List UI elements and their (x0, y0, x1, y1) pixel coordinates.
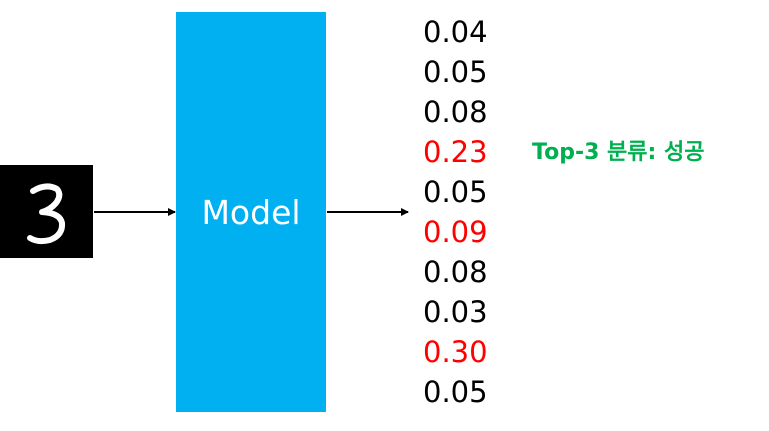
output-probability: 0.05 (423, 175, 488, 209)
top3-result-label: Top-3 분류: 성공 (532, 140, 705, 165)
output-probabilities: 0.04 0.05 0.08 0.23 0.05 0.09 0.08 0.03 … (423, 12, 488, 412)
output-probability: 0.05 (423, 375, 488, 409)
output-probability: 0.08 (423, 95, 488, 129)
input-digit-image (0, 165, 93, 258)
output-probability: 0.05 (423, 55, 488, 89)
model-label: Model (201, 192, 301, 232)
output-probability: 0.09 (423, 215, 488, 249)
output-probability: 0.04 (423, 15, 488, 49)
output-probability: 0.23 (423, 135, 488, 169)
output-probability: 0.03 (423, 295, 488, 329)
model-box: Model (176, 12, 326, 412)
digit-three-icon (27, 183, 66, 245)
output-probability: 0.08 (423, 255, 488, 289)
output-probability: 0.30 (423, 335, 488, 369)
